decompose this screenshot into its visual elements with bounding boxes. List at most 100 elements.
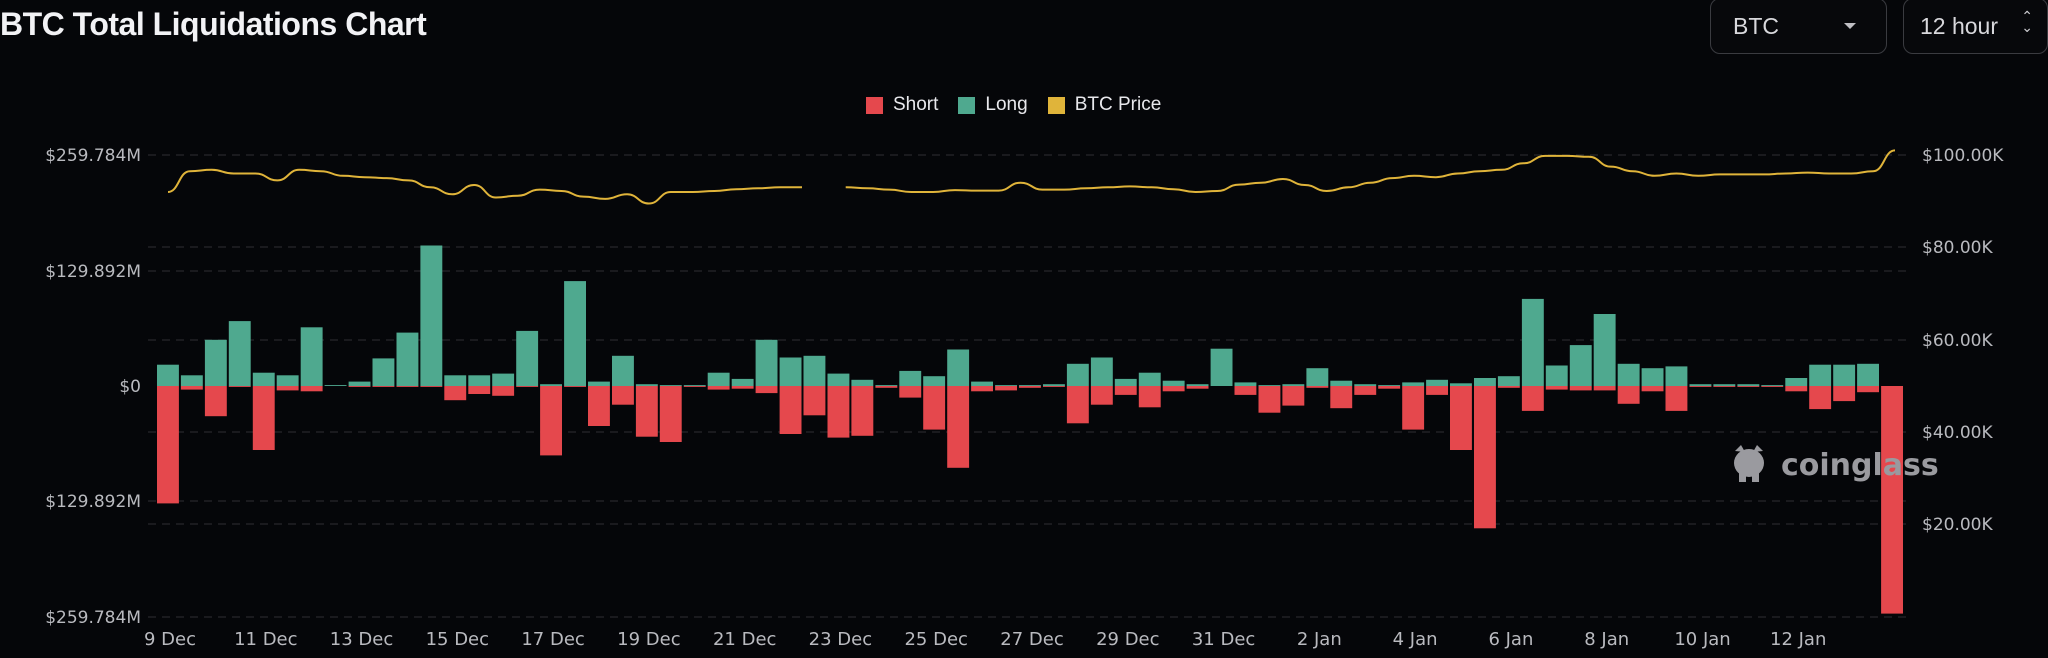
short-bar[interactable] <box>228 386 251 387</box>
short-bar[interactable] <box>1282 386 1305 406</box>
long-bar[interactable] <box>1545 365 1568 387</box>
short-bar[interactable] <box>1138 386 1161 408</box>
legend-item-short[interactable]: Short <box>866 94 938 116</box>
long-bar[interactable] <box>659 385 682 386</box>
short-bar[interactable] <box>1809 386 1832 410</box>
short-bar[interactable] <box>444 386 467 401</box>
short-bar[interactable] <box>1474 386 1496 529</box>
long-bar[interactable] <box>444 375 467 386</box>
long-bar[interactable] <box>588 381 610 386</box>
long-bar[interactable] <box>1833 364 1856 386</box>
legend-item-long[interactable]: Long <box>958 94 1028 116</box>
short-bar[interactable] <box>1426 386 1448 395</box>
long-bar[interactable] <box>180 375 203 386</box>
long-bar[interactable] <box>540 384 562 386</box>
long-bar[interactable] <box>157 364 179 386</box>
long-bar[interactable] <box>1809 364 1832 386</box>
short-bar[interactable] <box>396 386 419 387</box>
long-bar[interactable] <box>300 327 323 386</box>
long-bar[interactable] <box>1090 357 1113 387</box>
short-bar[interactable] <box>707 386 730 390</box>
short-bar[interactable] <box>1785 386 1808 392</box>
long-bar[interactable] <box>228 321 251 386</box>
short-bar[interactable] <box>1617 386 1640 404</box>
short-bar[interactable] <box>1497 386 1520 388</box>
long-bar[interactable] <box>1689 384 1712 386</box>
short-bar[interactable] <box>1186 386 1209 389</box>
short-bar[interactable] <box>468 386 491 394</box>
short-bar[interactable] <box>1665 386 1688 411</box>
short-bar[interactable] <box>1593 386 1616 391</box>
short-bar[interactable] <box>564 386 586 387</box>
long-bar[interactable] <box>1354 384 1377 386</box>
long-bar[interactable] <box>683 385 706 386</box>
short-bar[interactable] <box>779 386 802 434</box>
long-bar[interactable] <box>803 355 826 386</box>
long-bar[interactable] <box>1713 384 1736 386</box>
short-bar[interactable] <box>516 386 539 387</box>
long-bar[interactable] <box>204 339 227 386</box>
long-bar[interactable] <box>1521 298 1544 386</box>
long-bar[interactable] <box>1043 384 1065 386</box>
long-bar[interactable] <box>1186 384 1209 386</box>
long-bar[interactable] <box>875 385 898 386</box>
short-bar[interactable] <box>1450 386 1472 450</box>
long-bar[interactable] <box>1737 384 1760 386</box>
long-bar[interactable] <box>1066 363 1089 386</box>
short-bar[interactable] <box>180 386 203 390</box>
long-bar[interactable] <box>1019 385 1041 386</box>
legend-item-btc-price[interactable]: BTC Price <box>1047 94 1161 116</box>
long-bar[interactable] <box>1761 385 1784 386</box>
coin-select[interactable]: BTC <box>1710 0 1887 54</box>
short-bar[interactable] <box>1114 386 1137 395</box>
long-bar[interactable] <box>731 378 754 386</box>
long-bar[interactable] <box>1258 385 1281 386</box>
short-bar[interactable] <box>157 386 179 504</box>
short-bar[interactable] <box>1019 386 1041 388</box>
short-bar[interactable] <box>612 386 634 405</box>
long-bar[interactable] <box>707 372 730 386</box>
short-bar[interactable] <box>1402 386 1425 430</box>
long-bar[interactable] <box>827 373 850 386</box>
long-bar[interactable] <box>1402 382 1425 386</box>
long-bar[interactable] <box>1330 380 1353 386</box>
long-bar[interactable] <box>420 245 443 387</box>
long-bar[interactable] <box>1282 384 1305 386</box>
long-bar[interactable] <box>1378 385 1401 386</box>
short-bar[interactable] <box>659 386 682 442</box>
short-bar[interactable] <box>420 386 443 387</box>
short-bar[interactable] <box>1043 386 1065 387</box>
short-bar[interactable] <box>731 386 754 389</box>
long-bar[interactable] <box>1474 378 1496 386</box>
short-bar[interactable] <box>204 386 227 417</box>
long-bar[interactable] <box>1138 372 1161 386</box>
short-bar[interactable] <box>348 386 371 387</box>
short-bar[interactable] <box>1354 386 1377 395</box>
short-bar[interactable] <box>755 386 778 394</box>
short-bar[interactable] <box>1306 386 1329 388</box>
long-bar[interactable] <box>348 381 371 386</box>
short-bar[interactable] <box>1162 386 1185 392</box>
long-bar[interactable] <box>923 376 946 386</box>
short-bar[interactable] <box>1569 386 1592 391</box>
long-bar[interactable] <box>492 373 515 386</box>
long-bar[interactable] <box>1162 380 1185 386</box>
long-bar[interactable] <box>1785 378 1808 386</box>
short-bar[interactable] <box>1689 386 1712 387</box>
short-bar[interactable] <box>1234 386 1257 395</box>
long-bar[interactable] <box>971 381 993 386</box>
long-bar[interactable] <box>635 384 658 386</box>
long-bar[interactable] <box>1450 383 1472 386</box>
long-bar[interactable] <box>1426 379 1448 386</box>
long-bar[interactable] <box>1665 366 1688 386</box>
long-bar[interactable] <box>755 339 778 386</box>
short-bar[interactable] <box>1258 386 1281 413</box>
long-bar[interactable] <box>252 372 275 386</box>
short-bar[interactable] <box>1066 386 1089 424</box>
long-bar[interactable] <box>468 375 491 386</box>
short-bar[interactable] <box>851 386 874 436</box>
long-bar[interactable] <box>324 385 347 386</box>
long-bar[interactable] <box>276 375 299 386</box>
short-bar[interactable] <box>1833 386 1856 402</box>
long-bar[interactable] <box>1306 368 1329 386</box>
